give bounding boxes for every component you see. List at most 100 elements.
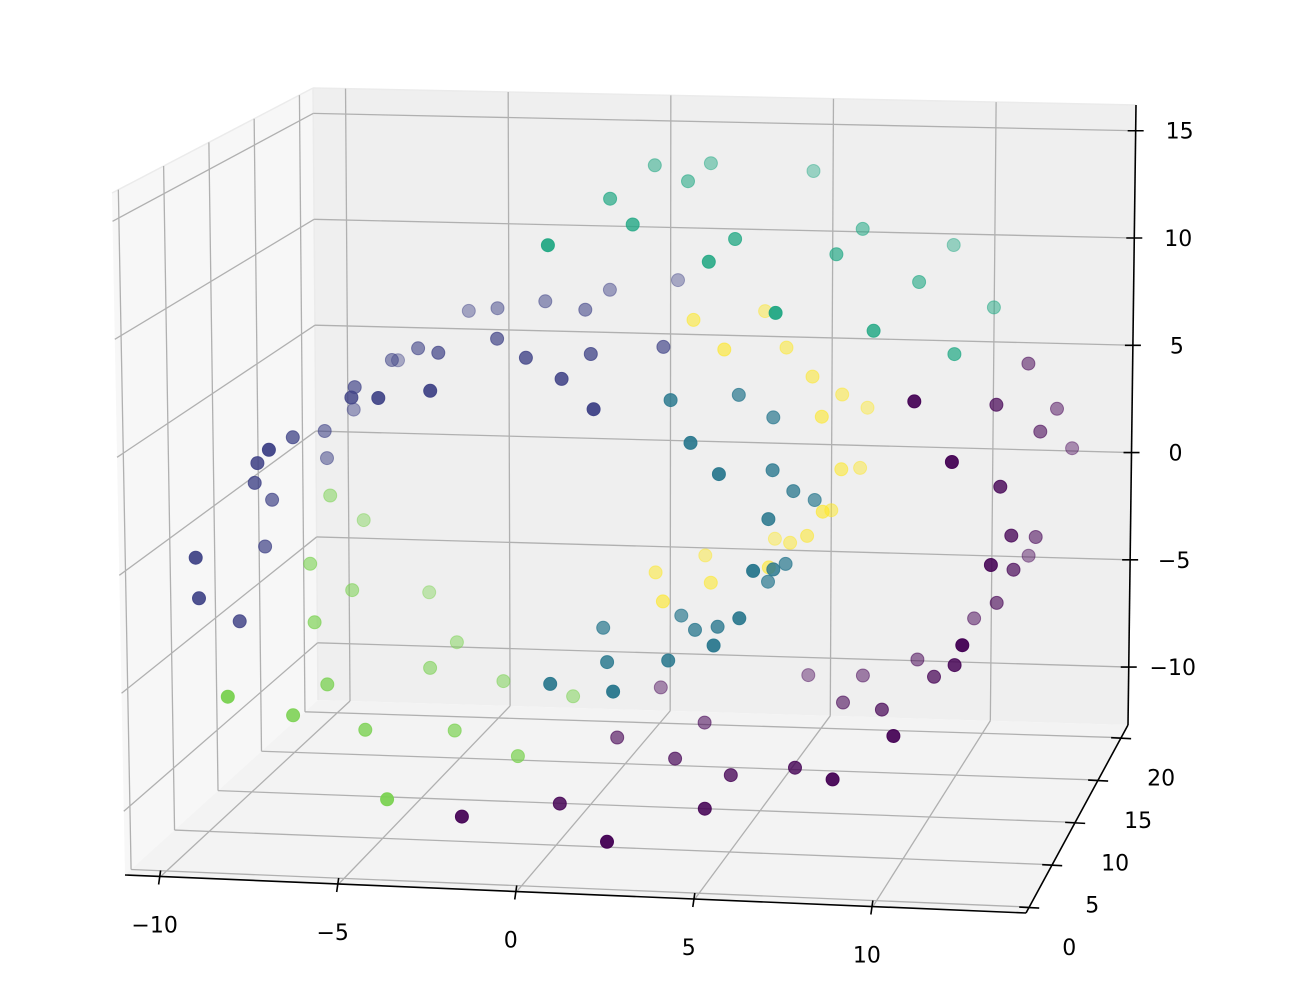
x-tick-label: 0	[504, 929, 518, 954]
data-point	[788, 760, 802, 775]
data-point	[250, 456, 265, 471]
data-point	[912, 275, 927, 289]
grid-line-z-left	[123, 642, 318, 812]
data-point	[552, 796, 567, 811]
x-tick-label: 5	[682, 936, 696, 961]
data-point	[701, 254, 716, 269]
data-point	[358, 722, 373, 737]
data-point	[625, 217, 640, 232]
grid-line-z-back	[315, 430, 1132, 454]
data-point	[661, 653, 676, 668]
data-point	[697, 801, 712, 816]
data-point	[765, 463, 780, 478]
data-point	[767, 531, 782, 546]
data-point	[261, 442, 276, 457]
data-point	[371, 391, 386, 405]
data-point	[220, 689, 235, 704]
data-point	[866, 323, 881, 338]
data-point	[303, 556, 318, 571]
data-point	[814, 409, 829, 424]
data-point	[1065, 441, 1080, 456]
data-point	[766, 562, 781, 577]
y-axis-line	[1025, 724, 1129, 914]
grid-line-z-left	[114, 218, 315, 340]
data-point	[356, 513, 371, 528]
data-point	[983, 558, 998, 572]
z-tick-label: 5	[1170, 334, 1184, 359]
y-tick-mark	[1065, 821, 1086, 825]
grid-line-z-back	[313, 112, 1136, 132]
y-tick-label: 15	[1124, 809, 1152, 834]
z-tick-label: 15	[1166, 120, 1194, 145]
data-point	[345, 583, 360, 598]
data-point	[786, 484, 801, 499]
grid-line-x-back	[989, 102, 997, 721]
grid-line-y-floor	[217, 790, 1076, 824]
data-point	[449, 635, 464, 650]
data-point	[855, 668, 870, 683]
data-point	[855, 221, 870, 236]
data-point	[698, 548, 713, 563]
data-point	[461, 303, 476, 318]
data-point	[886, 729, 901, 743]
data-point	[706, 638, 721, 653]
data-point	[815, 504, 830, 519]
x-tick-mark	[335, 877, 340, 893]
data-point	[761, 574, 775, 589]
floor-pane	[125, 700, 1128, 913]
data-point	[1050, 401, 1064, 416]
data-point	[829, 247, 844, 262]
data-point	[655, 594, 670, 609]
data-point	[578, 302, 593, 317]
data-point	[717, 342, 732, 357]
data-point	[703, 156, 718, 171]
data-point	[258, 539, 273, 554]
data-point	[265, 492, 280, 507]
grid-line-z-left	[112, 112, 314, 222]
grid-line-y-floor	[261, 750, 1099, 781]
z-tick-label: 10	[1164, 227, 1192, 252]
data-point	[807, 493, 822, 507]
x-tick-label: −10	[131, 914, 177, 939]
data-point	[320, 451, 334, 466]
grid-line-x-floor	[338, 705, 511, 885]
data-point	[596, 620, 611, 635]
data-point	[518, 350, 533, 365]
data-point	[285, 430, 300, 445]
data-point	[1021, 548, 1036, 563]
data-point	[835, 387, 850, 402]
data-point	[683, 435, 698, 450]
data-point	[543, 676, 558, 691]
data-point	[723, 768, 738, 783]
data-point	[1004, 528, 1019, 543]
x-tick-mark	[513, 885, 518, 900]
grid-line-x-back	[507, 92, 511, 706]
grid-line-z-left	[118, 430, 317, 576]
y-tick-label: 5	[1085, 894, 1099, 919]
pane-edge	[312, 87, 1137, 106]
x-tick-label: 10	[853, 944, 881, 969]
data-point	[490, 331, 505, 346]
data-point	[910, 652, 925, 667]
data-point	[668, 751, 683, 766]
data-point	[806, 164, 821, 178]
data-point	[947, 347, 962, 362]
data-point	[454, 809, 469, 824]
grid-line-x-floor	[872, 720, 991, 907]
data-point	[188, 550, 203, 565]
data-point	[746, 563, 761, 578]
grid-line-z-back	[317, 642, 1129, 668]
data-point	[344, 390, 359, 405]
y-tick-mark	[1111, 736, 1132, 740]
data-point	[947, 658, 962, 673]
left-pane	[112, 88, 318, 875]
back-pane	[313, 88, 1136, 725]
grid-line-y-floor	[304, 711, 1122, 739]
data-point	[1021, 356, 1036, 371]
grid-line-y-left	[208, 142, 219, 791]
grid-line-y-floor	[131, 868, 1030, 908]
grid-line-y-left	[117, 189, 132, 870]
y-tick-mark	[1042, 863, 1063, 867]
data-point	[711, 467, 726, 482]
data-point	[586, 402, 601, 417]
